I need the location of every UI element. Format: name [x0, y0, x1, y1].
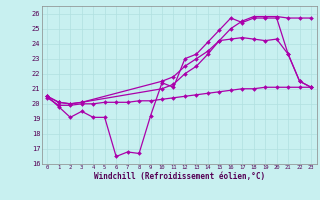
X-axis label: Windchill (Refroidissement éolien,°C): Windchill (Refroidissement éolien,°C) [94, 172, 265, 181]
